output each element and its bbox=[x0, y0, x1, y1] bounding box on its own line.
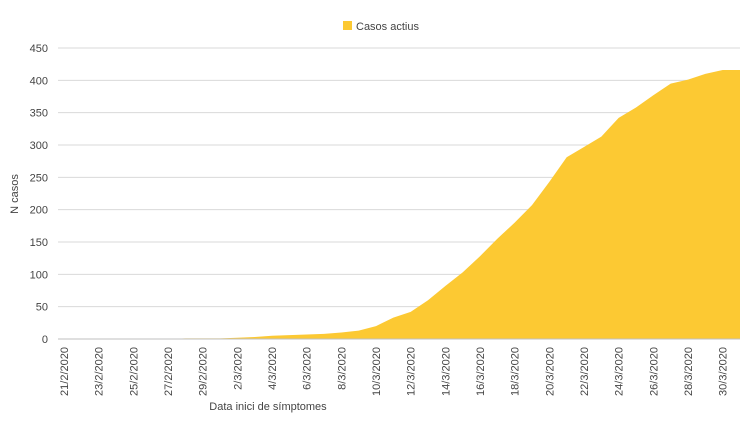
y-tick-label: 200 bbox=[30, 205, 48, 217]
y-tick-label: 0 bbox=[42, 334, 48, 346]
x-tick-label: 26/3/2020 bbox=[648, 347, 660, 396]
x-tick-label: 22/3/2020 bbox=[579, 347, 591, 396]
x-tick-label: 28/3/2020 bbox=[683, 347, 695, 396]
legend-label: Casos actius bbox=[356, 21, 419, 33]
x-tick-label: 6/3/2020 bbox=[302, 347, 314, 390]
x-tick-label: 20/3/2020 bbox=[544, 347, 556, 396]
x-tick-label: 8/3/2020 bbox=[336, 347, 348, 390]
x-tick-label: 25/2/2020 bbox=[128, 347, 140, 396]
x-tick-label: 30/3/2020 bbox=[718, 347, 730, 396]
y-axis-title: N casos bbox=[9, 174, 21, 214]
y-tick-label: 250 bbox=[30, 172, 48, 184]
y-tick-label: 50 bbox=[36, 302, 48, 314]
y-tick-label: 400 bbox=[30, 75, 48, 87]
x-tick-label: 2/3/2020 bbox=[232, 347, 244, 390]
x-tick-label: 18/3/2020 bbox=[510, 347, 522, 396]
x-tick-label: 16/3/2020 bbox=[475, 347, 487, 396]
x-tick-label: 14/3/2020 bbox=[440, 347, 452, 396]
x-tick-label: 10/3/2020 bbox=[371, 347, 383, 396]
y-tick-label: 300 bbox=[30, 140, 48, 152]
x-tick-label: 21/2/2020 bbox=[59, 347, 71, 396]
legend-swatch bbox=[343, 21, 352, 30]
x-tick-label: 24/3/2020 bbox=[614, 347, 626, 396]
y-tick-label: 450 bbox=[30, 43, 48, 55]
y-tick-label: 100 bbox=[30, 269, 48, 281]
x-tick-label: 4/3/2020 bbox=[267, 347, 279, 390]
x-tick-label: 23/2/2020 bbox=[94, 347, 106, 396]
y-tick-label: 150 bbox=[30, 237, 48, 249]
x-tick-label: 12/3/2020 bbox=[406, 347, 418, 396]
x-tick-label: 29/2/2020 bbox=[198, 347, 210, 396]
x-axis-title: Data inici de símptomes bbox=[209, 401, 327, 413]
y-tick-label: 350 bbox=[30, 108, 48, 120]
x-tick-label: 27/2/2020 bbox=[163, 347, 175, 396]
area bbox=[64, 69, 740, 339]
